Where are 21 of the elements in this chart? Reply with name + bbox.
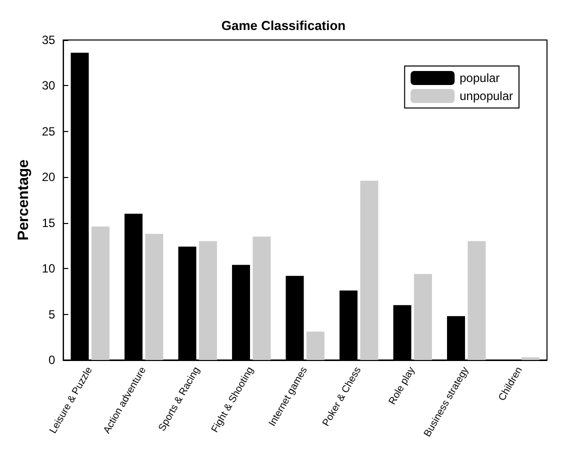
y-tick-label: 35 xyxy=(42,33,56,47)
bar xyxy=(252,236,271,360)
y-tick-label: 30 xyxy=(42,78,56,93)
bar xyxy=(91,226,110,360)
y-tick-label: 5 xyxy=(48,307,56,322)
y-tick-label: 20 xyxy=(42,170,56,184)
bar xyxy=(360,180,378,360)
chart-title: Game Classification xyxy=(221,18,346,33)
legend-label: popular xyxy=(460,71,500,85)
bar xyxy=(468,241,486,360)
bar xyxy=(306,332,324,360)
bar xyxy=(521,357,540,360)
legend-label: unpopular xyxy=(460,89,514,103)
y-tick-label: 15 xyxy=(42,216,56,230)
bar xyxy=(198,241,217,360)
y-tick-label: 25 xyxy=(42,124,56,138)
y-tick-label: 0 xyxy=(48,353,56,367)
bar xyxy=(414,274,432,360)
bar xyxy=(145,234,164,360)
y-tick-label: 10 xyxy=(42,262,56,276)
y-axis-title: Percentage xyxy=(15,160,32,240)
